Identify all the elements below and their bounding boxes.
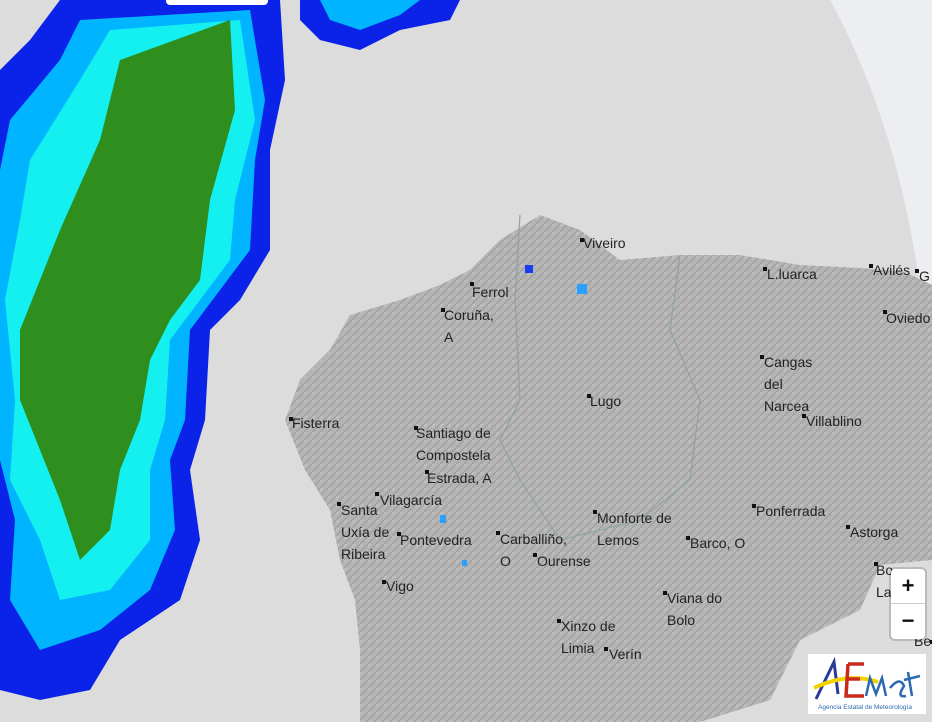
place-marker [580,238,584,242]
place-label: Xinzo de Limia [561,618,616,656]
place-marker [375,492,379,496]
place-label: Vigo [386,578,414,594]
place-marker [802,414,806,418]
place-label: Lugo [590,393,622,409]
place-label: Coruña, A [444,307,494,345]
zoom-out-button[interactable]: − [891,603,925,638]
place-marker [441,308,445,312]
place-marker [425,470,429,474]
svg-text:Agencia Estatal de Meteorologí: Agencia Estatal de Meteorología [818,704,912,711]
place-label: Astorga [850,524,899,540]
place-marker [846,525,850,529]
place-label: Estrada, A [427,470,492,486]
place-label: Barco, O [690,535,746,551]
place-marker [883,310,887,314]
place-label: Bo La [876,562,894,600]
place-marker [470,282,474,286]
place-label: Santa Uxía de Ribeira [341,502,390,562]
place-marker [915,269,919,273]
place-label: Avilés [873,262,911,278]
place-marker [763,267,767,271]
place-label: Carballiño, O [500,531,567,569]
radar-echoes [0,0,587,700]
place-label: Fisterra [292,415,340,431]
place-label: Ferrol [472,284,509,300]
place-label: Pontevedra [400,532,472,548]
aemet-logo: Agencia Estatal de Meteorología [808,654,926,714]
place-label: Oviedo [886,310,931,326]
place-marker [289,417,293,421]
place-marker [414,426,418,430]
place-label: Ourense [537,553,591,569]
land-galicia-asturias [285,215,932,722]
place-marker [397,532,401,536]
zoom-control: + − [891,569,925,639]
place-marker [752,504,756,508]
place-marker [557,619,561,623]
place-marker [533,553,537,557]
place-marker [930,640,932,644]
zoom-in-button[interactable]: + [901,573,915,598]
place-label: Cangas del Narcea [764,354,813,414]
place-label: Vilagarcía [380,492,443,508]
place-label: L.luarca [767,266,817,282]
place-label: Viana do Bolo [667,590,723,628]
place-marker [869,264,873,268]
place-marker [382,580,386,584]
place-marker [593,510,597,514]
place-marker [663,591,667,595]
place-label: Villablino [806,413,862,429]
region-border [499,214,701,541]
place-label: Monforte de Lemos [597,510,672,548]
place-marker [337,502,341,506]
top-panel-edge[interactable] [166,0,268,5]
place-marker [686,536,690,540]
place-label: Verín [609,646,642,662]
place-label: Ponferrada [756,503,826,519]
place-marker [496,531,500,535]
place-label: Santiago de Compostela [416,425,491,463]
place-marker [874,562,878,566]
place-label: G [919,268,930,284]
place-marker [760,355,764,359]
place-marker [587,394,591,398]
place-marker [604,647,608,651]
place-label: Viveiro [583,235,626,251]
